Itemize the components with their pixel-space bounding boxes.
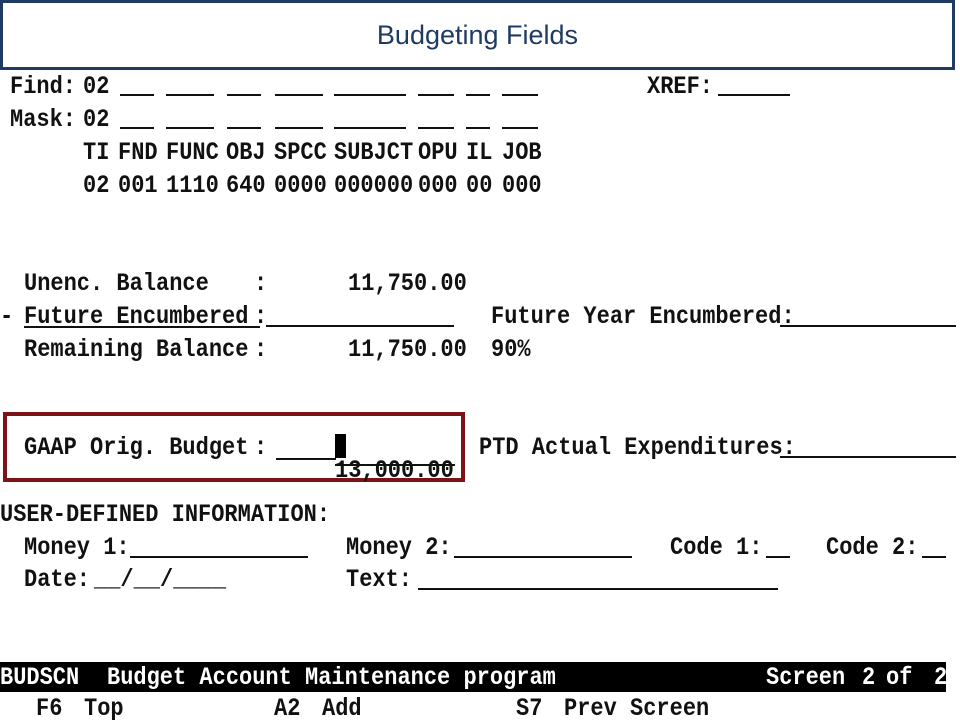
mask-opu-input[interactable] <box>418 109 454 129</box>
date-label: Date: <box>24 565 91 594</box>
text-cursor <box>335 434 346 458</box>
find-label: Find: <box>10 72 77 101</box>
gaap-orig-budget-input[interactable]: 13,000.00 <box>335 434 455 483</box>
fkey-f6-label: Top <box>84 694 124 723</box>
acct-header-job: JOB <box>502 138 542 167</box>
money1-label: Money 1: <box>24 533 130 562</box>
unenc-balance-value: 11,750.00 <box>348 269 467 298</box>
program-name: Budget Account Maintenance program <box>107 663 556 692</box>
acct-value-func: 1110 <box>166 171 219 200</box>
find-func-input[interactable] <box>166 76 214 96</box>
xref-input[interactable] <box>718 76 790 96</box>
acct-value-spcc: 0000 <box>274 171 327 200</box>
acct-value-job: 000 <box>502 171 542 200</box>
future-prefix: - <box>0 302 14 331</box>
slide-title-box: Budgeting Fields <box>0 0 955 70</box>
acct-header-obj: OBJ <box>226 138 266 167</box>
acct-value-il: 00 <box>466 171 493 200</box>
date-input[interactable]: __/__/____ <box>94 565 227 594</box>
money2-input[interactable] <box>454 538 632 558</box>
remaining-balance-label: Remaining Balance <box>24 335 249 364</box>
user-defined-heading: USER-DEFINED INFORMATION: <box>0 500 331 529</box>
screen-label: Screen <box>766 663 846 692</box>
code2-label: Code 2: <box>826 533 919 562</box>
future-year-input[interactable] <box>780 307 956 327</box>
acct-value-opu: 000 <box>418 171 458 200</box>
find-il-input[interactable] <box>466 76 490 96</box>
screen-number: 2 <box>862 663 876 692</box>
acct-value-subjct: 000000 <box>334 171 414 200</box>
find-opu-input[interactable] <box>418 76 454 96</box>
unenc-colon: : <box>254 269 268 298</box>
gaap-orig-budget-value: 13,000.00 <box>335 456 454 485</box>
acct-value-obj: 640 <box>226 171 266 200</box>
mask-spcc-input[interactable] <box>275 109 323 129</box>
find-obj-input[interactable] <box>227 76 261 96</box>
screen-total: 2 <box>934 663 948 692</box>
code1-label: Code 1: <box>670 533 763 562</box>
xref-label: XREF: <box>647 72 714 101</box>
ptd-actual-label: PTD Actual Expenditures: <box>479 433 796 462</box>
function-key-bar: F6 Top A2 Add S7 Prev Screen <box>0 694 960 723</box>
find-subjct-input[interactable] <box>334 76 406 96</box>
gaap-colon: : <box>254 433 268 462</box>
future-encumbered-input[interactable] <box>266 307 454 327</box>
find-fnd-input[interactable] <box>120 76 154 96</box>
future-label-underline <box>24 326 260 328</box>
mask-label: Mask: <box>10 105 77 134</box>
acct-header-func: FUNC <box>166 138 219 167</box>
acct-header-subjct: SUBJCT <box>334 138 414 167</box>
future-year-label: Future Year Encumbered: <box>491 302 795 331</box>
future-encumbered-label: Future Encumbered <box>24 302 249 331</box>
find-job-input[interactable] <box>502 76 538 96</box>
fkey-s7[interactable]: S7 <box>516 694 543 723</box>
gaap-orig-budget-label: GAAP Orig. Budget <box>24 433 249 462</box>
text-input[interactable] <box>418 570 778 590</box>
fkey-a2[interactable]: A2 <box>274 694 301 723</box>
code2-input[interactable] <box>922 538 946 558</box>
mask-obj-input[interactable] <box>227 109 261 129</box>
status-bar: BUDSCN Budget Account Maintenance progra… <box>0 662 948 692</box>
mask-job-input[interactable] <box>502 109 538 129</box>
ptd-actual-input[interactable] <box>780 438 956 458</box>
future-colon: : <box>254 302 268 331</box>
remaining-balance-value: 11,750.00 <box>348 335 467 364</box>
acct-header-opu: OPU <box>418 138 458 167</box>
mask-func-input[interactable] <box>166 109 214 129</box>
highlight-box <box>3 412 465 482</box>
acct-value-ti: 02 <box>83 171 110 200</box>
mask-ti-input[interactable]: 02 <box>83 105 110 134</box>
acct-header-spcc: SPCC <box>274 138 327 167</box>
remaining-colon: : <box>254 335 268 364</box>
money1-input[interactable] <box>130 538 308 558</box>
unenc-balance-label: Unenc. Balance <box>24 269 209 298</box>
program-id: BUDSCN <box>0 663 80 692</box>
money2-label: Money 2: <box>346 533 452 562</box>
mask-fnd-input[interactable] <box>120 109 154 129</box>
acct-header-ti: TI <box>83 138 110 167</box>
mask-subjct-input[interactable] <box>334 109 406 129</box>
fkey-a2-label: Add <box>322 694 362 723</box>
slide-title: Budgeting Fields <box>376 19 579 50</box>
acct-header-fnd: FND <box>118 138 158 167</box>
code1-input[interactable] <box>766 538 790 558</box>
find-spcc-input[interactable] <box>275 76 323 96</box>
gaap-field-pad <box>276 440 336 460</box>
text-label: Text: <box>346 565 413 594</box>
acct-value-fnd: 001 <box>118 171 158 200</box>
mask-il-input[interactable] <box>466 109 490 129</box>
fkey-f6[interactable]: F6 <box>36 694 63 723</box>
screen-of-label: of <box>886 663 913 692</box>
acct-header-il: IL <box>466 138 493 167</box>
fkey-s7-label: Prev Screen <box>564 694 710 723</box>
find-ti-input[interactable]: 02 <box>83 72 110 101</box>
remaining-pct: 90% <box>491 335 531 364</box>
